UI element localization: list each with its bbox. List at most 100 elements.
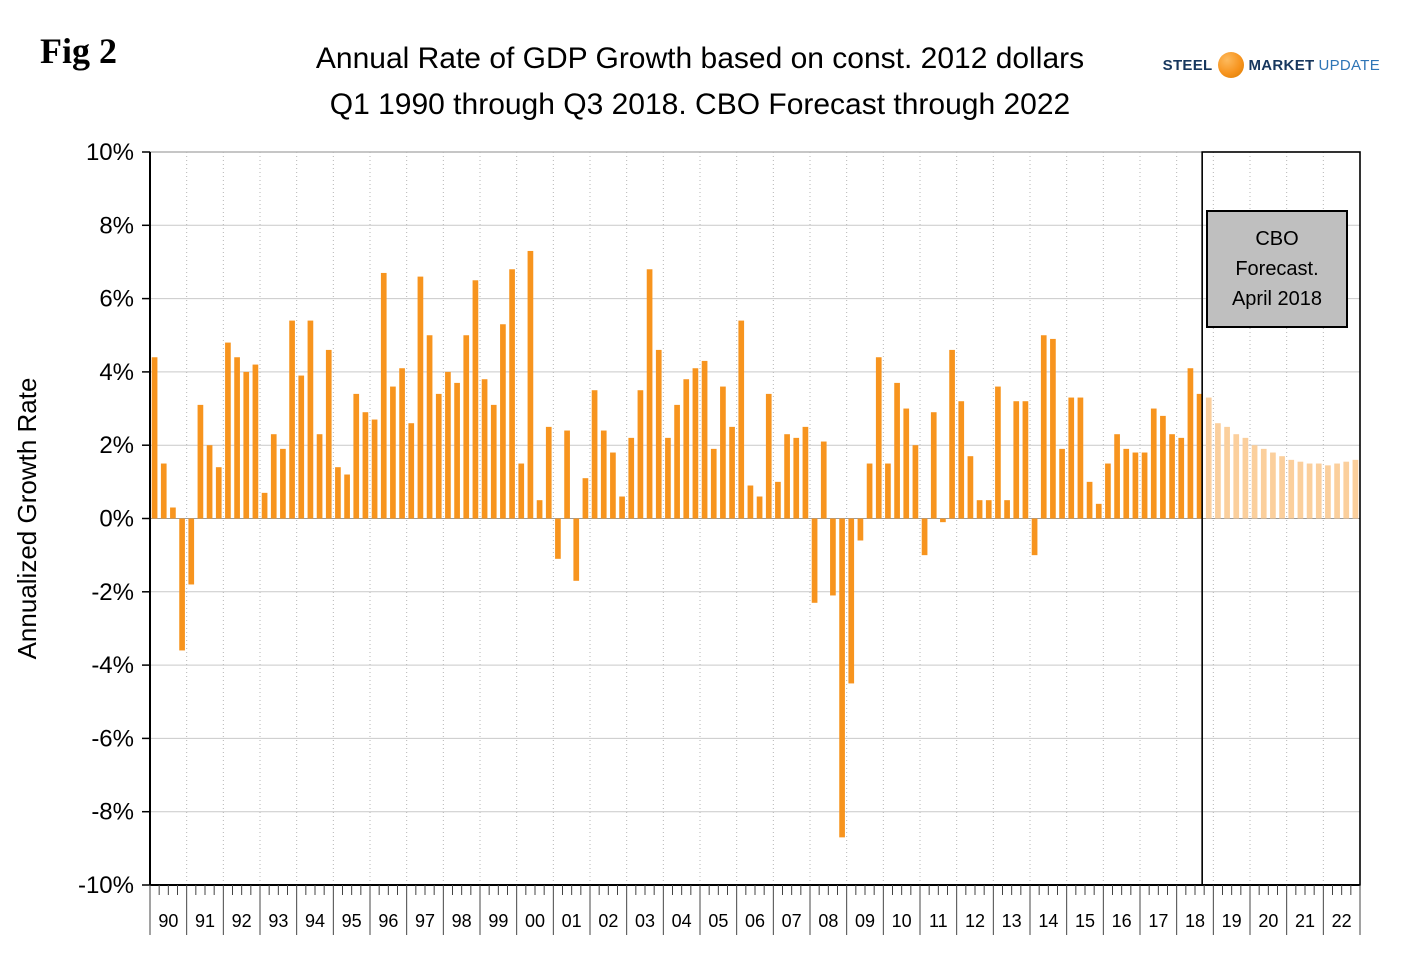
gdp-bar [866, 463, 873, 519]
year-label: 14 [1038, 911, 1058, 931]
gdp-bar [252, 364, 259, 519]
gdp-bar [1196, 393, 1203, 519]
gdp-bar [995, 386, 1001, 519]
gdp-bar [545, 426, 552, 519]
gdp-bar [1215, 423, 1221, 519]
gdp-bar [215, 467, 222, 519]
year-label: 19 [1222, 911, 1242, 931]
gdp-bar [985, 500, 992, 519]
gdp-bar [371, 419, 378, 519]
year-label: 00 [525, 911, 545, 931]
y-tick-label: -8% [91, 799, 134, 826]
gdp-bar [665, 437, 671, 519]
gdp-bar [390, 386, 396, 519]
gdp-bar [802, 426, 809, 519]
gdp-bar [325, 349, 332, 519]
gdp-bar [1224, 426, 1230, 519]
gdp-bar [1205, 397, 1212, 519]
gdp-bar [958, 401, 965, 519]
gdp-bar [1160, 415, 1166, 519]
gdp-bar [1334, 463, 1340, 519]
gdp-bar [1306, 463, 1313, 519]
year-label: 91 [195, 911, 215, 931]
gdp-bar [1251, 445, 1258, 519]
gdp-bar [839, 518, 845, 838]
gdp-bar [454, 382, 460, 519]
gdp-bar [600, 430, 607, 519]
year-label: 12 [965, 911, 985, 931]
gdp-bar [179, 518, 185, 651]
gdp-bar [1040, 335, 1047, 519]
gdp-bar [811, 518, 818, 603]
gdp-bar [1260, 448, 1267, 519]
gdp-bar [280, 448, 286, 519]
gdp-bar [921, 518, 928, 556]
year-label: 11 [929, 911, 948, 931]
year-label: 10 [892, 911, 912, 931]
gdp-bar [261, 492, 268, 519]
gdp-bar [738, 320, 745, 519]
gdp-bar [426, 335, 433, 519]
gdp-bar [555, 518, 561, 559]
gdp-bar [1068, 397, 1075, 519]
gdp-bar [362, 412, 369, 519]
gdp-bar [1233, 434, 1240, 519]
logo-steel-text: STEEL [1162, 56, 1213, 74]
y-tick-label: 8% [99, 212, 134, 239]
year-label: 22 [1332, 911, 1352, 931]
cbo-label-line3: April 2018 [1231, 288, 1323, 310]
gdp-bar [692, 368, 699, 519]
gdp-bar [1050, 338, 1056, 519]
gdp-bar [967, 456, 974, 519]
gdp-bar [197, 404, 204, 519]
gdp-bar [518, 463, 525, 519]
gdp-bar [490, 404, 497, 519]
gdp-bar [894, 382, 900, 519]
gdp-bar [1086, 481, 1093, 519]
gdp-bar [655, 349, 662, 519]
gdp-bar [463, 335, 470, 519]
gdp-bar [270, 434, 277, 519]
gdp-bar [509, 269, 515, 519]
year-label: 13 [1002, 911, 1022, 931]
y-axis-title: Annualized Growth Rate [12, 378, 42, 660]
y-tick-label: -2% [91, 579, 134, 606]
gdp-bar [1059, 448, 1065, 519]
gdp-bar [234, 357, 240, 519]
cbo-forecast-label-box: CBO Forecast. April 2018 [1206, 210, 1348, 328]
steel-market-update-logo: STEEL MARKET UPDATE [1163, 52, 1380, 78]
gdp-bar [930, 412, 937, 519]
gdp-bar [481, 379, 488, 519]
gdp-bar [1279, 456, 1285, 519]
year-label: 94 [305, 911, 325, 931]
gdp-bar [206, 445, 213, 519]
year-label: 18 [1185, 911, 1205, 931]
gdp-bar [1187, 368, 1194, 519]
gdp-bar [1022, 401, 1029, 519]
gdp-bar [435, 393, 442, 519]
gdp-bar [1105, 463, 1111, 519]
axes-group: 10% 8% 6% 4% 2% 0% -2% -4% -6% -8% -10% 90 91 92 93 94 9… [12, 139, 1361, 935]
gdp-bar [417, 276, 424, 519]
gdp-bar [775, 481, 781, 519]
gdp-bar [1288, 459, 1295, 519]
gdp-bar [316, 434, 323, 519]
gdp-bar [747, 485, 754, 519]
gdp-bar [1352, 459, 1359, 519]
year-label: 99 [488, 911, 508, 931]
gdp-bar [949, 349, 955, 519]
cbo-label-line2: Forecast. [1235, 258, 1319, 280]
gdp-bar [151, 357, 158, 519]
gdp-bar [472, 280, 479, 519]
y-tick-label: 6% [99, 286, 134, 313]
gdp-bar [527, 250, 534, 519]
year-label: 98 [452, 911, 472, 931]
gdp-bar [729, 426, 735, 519]
chart-title-line2: Q1 1990 through Q3 2018. CBO Forecast th… [329, 87, 1071, 121]
y-tick-label: 4% [99, 359, 134, 386]
gdp-bar [720, 386, 726, 519]
year-label: 96 [378, 911, 398, 931]
gdp-bar [701, 360, 708, 519]
gdp-bar [619, 496, 625, 519]
gdp-bar [1297, 461, 1304, 519]
